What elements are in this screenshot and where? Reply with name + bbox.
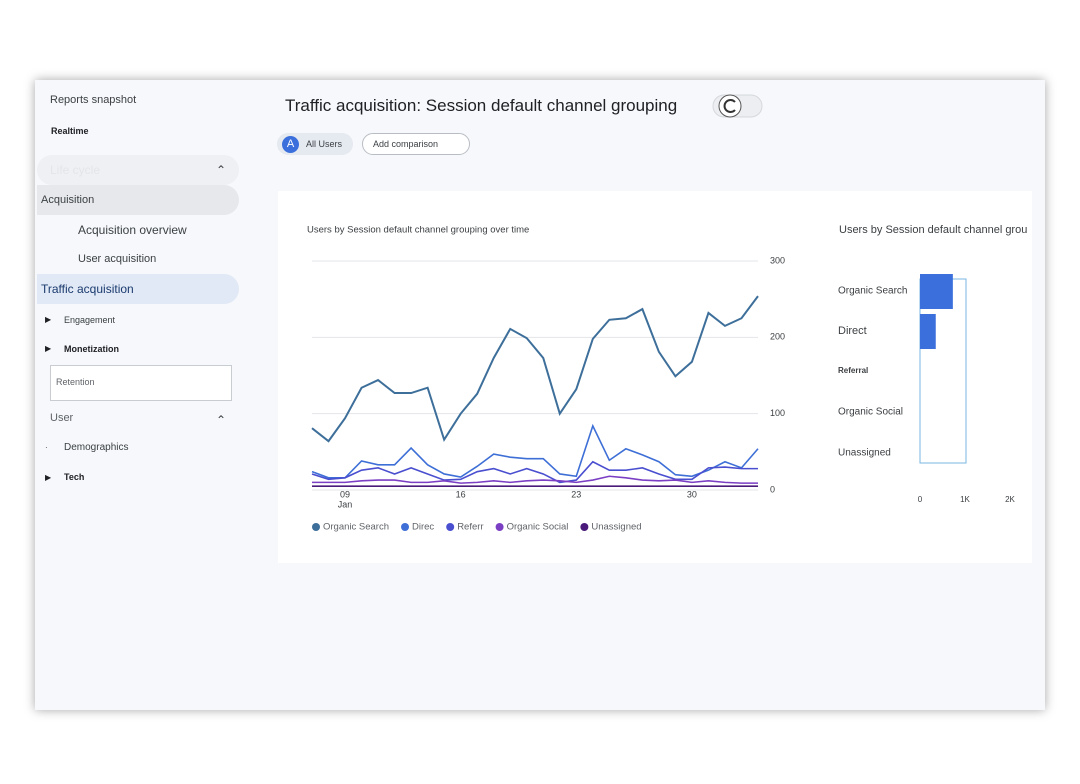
x-tick-label: 0 [918, 495, 923, 504]
y-tick-label: 200 [770, 332, 785, 342]
x-tick-label: 23 [571, 489, 581, 499]
legend-label: Unassigned [591, 522, 641, 533]
nav-item[interactable]: Reports snapshot [50, 94, 137, 106]
legend-label: Organic Search [323, 522, 389, 533]
chart-title: Users by Session default channel groupin… [307, 225, 529, 236]
series-line [311, 295, 759, 443]
chart-panel: Users by Session default channel groupin… [278, 191, 1032, 563]
expand-icon[interactable]: ▶ [45, 344, 52, 353]
toggle[interactable] [712, 93, 764, 119]
nav-selected-bg [37, 274, 239, 304]
legend-swatch [495, 523, 504, 531]
series-line [312, 475, 758, 484]
legend-swatch [312, 523, 320, 531]
x-tick-label: 16 [456, 489, 466, 499]
series-line [311, 423, 759, 479]
bar [920, 314, 936, 349]
series-line [311, 460, 758, 484]
legend-swatch [580, 523, 589, 531]
chevron[interactable]: ⌃ [216, 413, 227, 427]
legend-swatch [446, 523, 455, 531]
bar [920, 274, 953, 309]
nav-section[interactable]: Life cycle [50, 163, 101, 177]
toggle-knob [718, 94, 742, 118]
segment-label[interactable]: All Users [306, 139, 343, 149]
legend-swatch [401, 523, 410, 531]
toggle-icon [723, 99, 736, 113]
legend-label: Direc [412, 522, 434, 533]
x-tick-label: 09 [340, 489, 350, 499]
legend-label: Organic Social [507, 522, 569, 533]
x-tick-label: 30 [687, 489, 697, 499]
nav-item[interactable]: Retention [56, 377, 95, 387]
expand-icon[interactable]: ▶ [45, 315, 52, 324]
nav-item[interactable]: User acquisition [78, 253, 157, 265]
category-label: Organic Social [838, 407, 903, 418]
x-month-label: Jan [338, 499, 353, 509]
category-label: Referral [838, 366, 868, 375]
nav-item[interactable]: Tech [64, 472, 85, 482]
y-tick-label: 0 [770, 484, 775, 494]
x-tick-label: 1K [960, 495, 970, 504]
nav-item[interactable]: Demographics [64, 442, 129, 453]
legend-label: Referr [457, 522, 483, 533]
section-bg [37, 155, 239, 185]
nav-box [50, 365, 232, 401]
add-comparison-label[interactable]: Add comparison [373, 139, 439, 149]
chart-title: Users by Session default channel grou [839, 224, 1027, 236]
nav-item[interactable]: Acquisition overview [78, 223, 187, 237]
category-label: Direct [838, 325, 867, 337]
y-tick-label: 100 [770, 408, 785, 418]
nav-item[interactable]: Engagement [64, 315, 116, 325]
x-tick-label: 2K [1005, 495, 1015, 504]
nav-section[interactable]: User [50, 412, 74, 424]
expand-icon[interactable]: ▶ [45, 473, 52, 482]
nav-item[interactable]: Acquisition [41, 194, 95, 206]
page-title: Traffic acquisition: Session default cha… [285, 96, 678, 115]
nav-item[interactable]: Traffic acquisition [41, 282, 134, 296]
nav-item[interactable]: Realtime [51, 126, 89, 136]
y-tick-label: 300 [770, 255, 785, 265]
nav-active-bg [37, 185, 239, 215]
segment-badge: A [282, 136, 299, 153]
category-label: Organic Search [838, 286, 907, 297]
bullet: · [45, 443, 48, 452]
chevron[interactable]: ⌃ [216, 163, 227, 177]
add-comparison-button[interactable] [362, 133, 470, 155]
category-label: Unassigned [838, 448, 891, 459]
nav-item[interactable]: Monetization [64, 344, 119, 354]
